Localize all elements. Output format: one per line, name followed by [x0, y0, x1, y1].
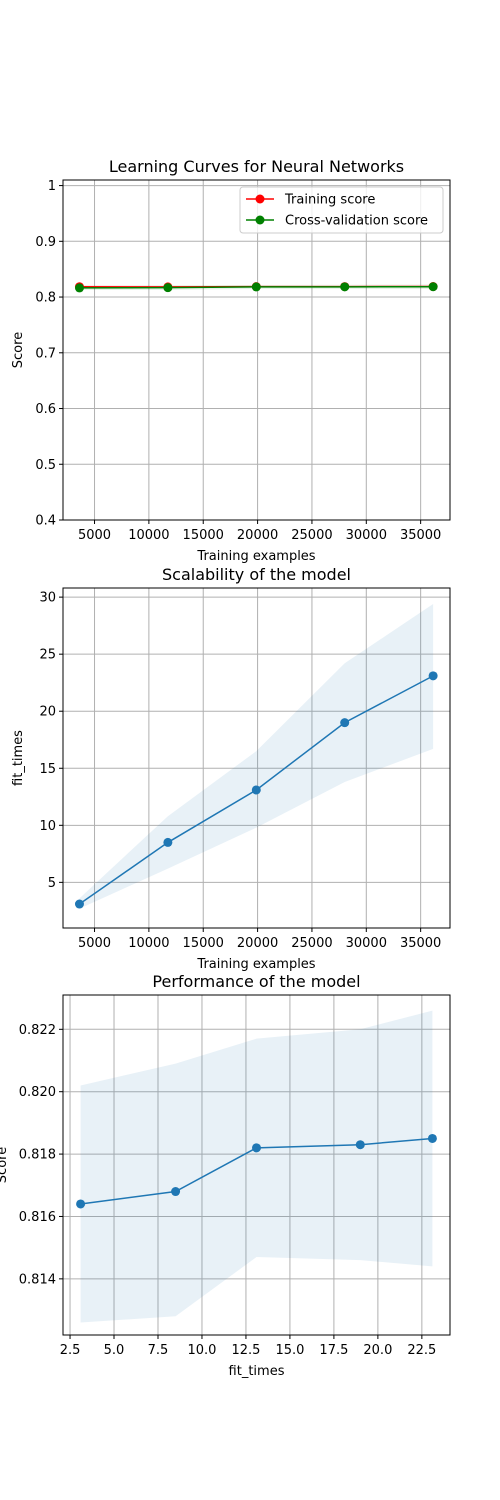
x-tick-label: 22.5: [407, 1343, 436, 1358]
y-tick-label: 0.4: [35, 514, 56, 529]
y-axis-label: fit_times: [11, 730, 26, 786]
x-tick-label: 5000: [78, 528, 111, 543]
x-tick-label: 35000: [400, 936, 441, 951]
y-tick-label: 0.9: [35, 235, 56, 250]
legend-label: Cross-validation score: [285, 214, 428, 229]
x-axis-label: Training examples: [196, 549, 315, 564]
y-tick-label: 0.8: [35, 291, 56, 306]
x-tick-label: 17.5: [319, 1343, 348, 1358]
x-tick-label: 10000: [128, 936, 169, 951]
series-band-1: [80, 1010, 433, 1323]
x-tick-label: 5.0: [104, 1343, 125, 1358]
x-tick-label: 20.0: [363, 1343, 392, 1358]
y-tick-label: 1: [48, 179, 56, 194]
y-axis-label: Score: [0, 1147, 10, 1183]
chart-title: Scalability of the model: [162, 565, 351, 584]
y-tick-label: 20: [39, 705, 56, 720]
x-tick-label: 12.5: [231, 1343, 260, 1358]
data-point: [171, 1187, 181, 1197]
data-point: [340, 282, 350, 292]
data-point: [163, 837, 173, 847]
series-band-1: [79, 603, 434, 909]
chart-panel-1: 5000 10000 15000 20000 25000 30000 35000 0.4 0.5…: [11, 157, 451, 564]
data-point: [251, 282, 261, 292]
x-axis-label: fit_times: [229, 1364, 285, 1379]
y-axis-label: Score: [11, 332, 26, 368]
y-tick-label: 0.814: [19, 1272, 56, 1287]
x-tick-label: 25000: [291, 528, 332, 543]
x-tick-label: 2.5: [60, 1343, 81, 1358]
data-point: [340, 718, 350, 728]
data-point: [74, 283, 84, 293]
x-axis-label: Training examples: [196, 957, 315, 972]
legend: Training score Cross-validation score: [239, 186, 444, 234]
y-tick-label: 5: [48, 876, 56, 891]
data-point: [428, 282, 438, 292]
data-point: [252, 1143, 261, 1153]
data-point: [251, 785, 261, 795]
y-tick-label: 0.7: [35, 346, 56, 361]
x-tick-label: 35000: [400, 528, 441, 543]
y-tick-label: 0.820: [19, 1085, 56, 1100]
chart-panel-3: 2.5 5.0 7.5 10.0 12.5 15.0 17.5 20.0 22.5 0.814 0.…: [0, 972, 451, 1379]
x-tick-label: 5000: [78, 936, 111, 951]
x-tick-label: 15000: [183, 936, 224, 951]
plot-frame: [62, 179, 451, 521]
y-tick-label: 30: [39, 591, 56, 606]
plot-frame: [62, 994, 451, 1336]
data-point: [428, 671, 438, 681]
plot-frame: [62, 587, 451, 929]
y-tick-label: 25: [39, 648, 56, 663]
grid: [63, 588, 450, 928]
x-tick-label: 30000: [346, 528, 387, 543]
y-tick-label: 0.5: [35, 458, 56, 473]
x-tick-label: 15.0: [275, 1343, 304, 1358]
data-point: [74, 899, 84, 909]
legend-label: Training score: [284, 193, 375, 208]
x-tick-label: 25000: [291, 936, 332, 951]
x-tick-label: 10000: [128, 528, 169, 543]
y-tick-label: 0.816: [19, 1210, 56, 1225]
y-tick-label: 15: [39, 762, 56, 777]
y-tick-label: 0.6: [35, 402, 56, 417]
x-tick-label: 30000: [346, 936, 387, 951]
chart-title: Learning Curves for Neural Networks: [109, 157, 404, 176]
grid: [63, 180, 450, 521]
chart-title: Performance of the model: [152, 972, 360, 991]
data-point: [427, 1133, 437, 1143]
grid: [63, 995, 450, 1335]
x-tick-label: 20000: [237, 528, 278, 543]
x-tick-label: 10.0: [187, 1343, 216, 1358]
legend-swatch-marker: [255, 194, 265, 204]
y-tick-label: 0.818: [19, 1148, 56, 1163]
data-point: [355, 1140, 365, 1150]
legend-box: [239, 186, 444, 234]
y-tick-label: 10: [39, 819, 56, 834]
data-point: [163, 283, 173, 293]
data-point: [76, 1199, 86, 1209]
chart-panel-2: 5000 10000 15000 20000 25000 30000 35000 5 10 15 2…: [11, 565, 451, 972]
legend-swatch-marker: [255, 215, 265, 225]
x-tick-label: 15000: [183, 528, 224, 543]
x-tick-label: 20000: [237, 936, 278, 951]
y-tick-label: 0.822: [19, 1023, 56, 1038]
x-tick-label: 7.5: [148, 1343, 169, 1358]
